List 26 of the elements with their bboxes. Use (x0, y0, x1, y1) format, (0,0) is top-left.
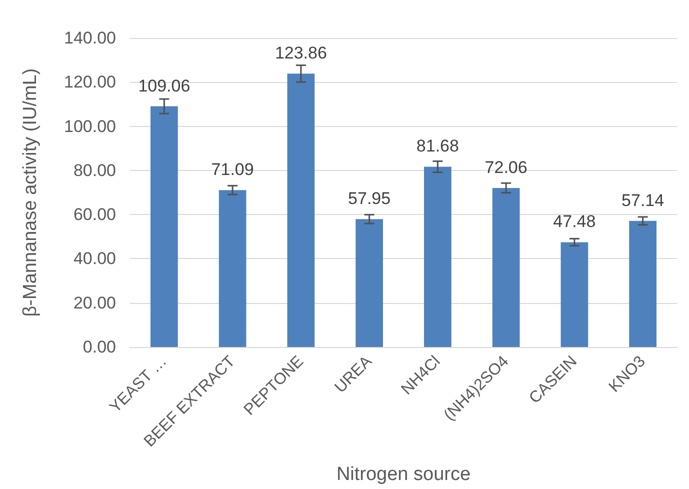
bar (492, 188, 520, 347)
bar (218, 190, 246, 347)
y-tick-label: 40.00 (73, 249, 116, 268)
y-tick-label: 120.00 (64, 72, 116, 92)
y-tick-label: 0.00 (82, 338, 116, 356)
data-label: 47.48 (553, 212, 596, 232)
data-label: 71.09 (211, 160, 254, 180)
y-tick-label: 60.00 (73, 205, 116, 224)
data-label: 57.14 (622, 190, 664, 210)
bar (560, 242, 588, 347)
data-label: 57.95 (348, 189, 391, 208)
bar (287, 74, 315, 347)
data-label: 109.06 (138, 76, 190, 96)
bar (356, 219, 383, 347)
y-tick-label: 80.00 (73, 160, 116, 180)
data-label: 123.86 (274, 44, 327, 63)
bar (150, 106, 178, 347)
x-axis-title: Nitrogen source (336, 464, 471, 485)
bar (629, 220, 656, 347)
data-label: 72.06 (484, 158, 528, 177)
y-tick-label: 140.00 (64, 28, 116, 48)
y-axis-title: β-Mannanase activity (IU/mL) (20, 68, 41, 317)
bar (424, 166, 452, 347)
y-tick-label: 100.00 (64, 116, 116, 136)
y-tick-label: 20.00 (73, 293, 116, 312)
data-label: 81.68 (416, 136, 459, 156)
